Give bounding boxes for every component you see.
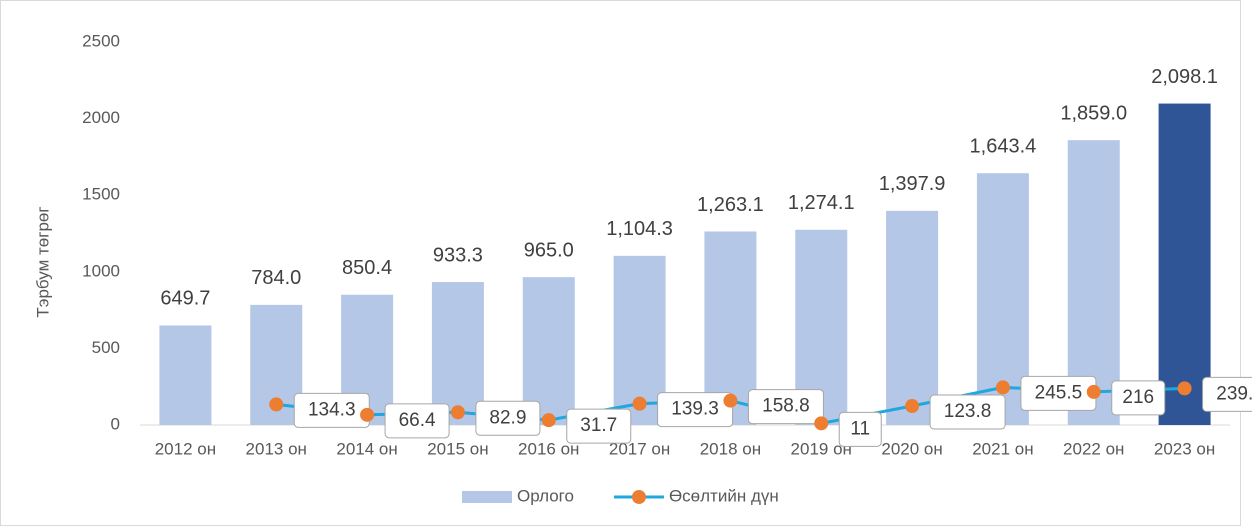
point-value-label: 123.8	[944, 401, 992, 422]
y-tick-label: 2500	[82, 31, 120, 50]
x-tick-label: 2015 он	[427, 439, 488, 458]
line-marker	[905, 399, 920, 414]
bar	[159, 325, 212, 425]
bar-value-label: 649.7	[160, 288, 210, 310]
x-tick-label: 2021 он	[972, 439, 1033, 458]
point-value-label: 239.1	[1216, 383, 1252, 404]
point-value-label: 82.9	[489, 407, 526, 428]
y-axis-label: Тэрбум төгрөг	[33, 206, 52, 317]
line-marker	[723, 393, 738, 408]
line-marker	[1086, 384, 1101, 399]
x-tick-label: 2018 он	[700, 439, 761, 458]
point-label-box	[566, 408, 632, 444]
bar-value-label: 1,263.1	[697, 194, 764, 216]
line-marker	[269, 397, 284, 412]
y-tick-label: 2000	[82, 108, 120, 127]
line-marker	[1177, 381, 1192, 396]
x-tick-label: 2012 он	[155, 439, 216, 458]
x-tick-label: 2022 он	[1063, 439, 1124, 458]
point-label-box	[1202, 376, 1252, 412]
point-label-box	[384, 403, 450, 439]
point-label-box	[1111, 380, 1166, 416]
bar	[522, 277, 575, 425]
x-tick-label: 2014 он	[336, 439, 397, 458]
y-tick-label: 500	[92, 338, 120, 357]
bar-value-label: 1,643.4	[970, 136, 1037, 158]
point-value-label: 216	[1122, 387, 1154, 408]
point-value-label: 245.5	[1035, 382, 1083, 403]
bar	[1158, 103, 1211, 426]
bar-value-label: 2,098.1	[1151, 66, 1218, 88]
point-label-box	[929, 394, 1006, 430]
legend-swatch	[462, 491, 512, 503]
line-marker	[360, 407, 375, 422]
point-value-label: 134.3	[308, 399, 356, 420]
x-tick-label: 2017 он	[609, 439, 670, 458]
bar-value-label: 1,104.3	[606, 218, 673, 240]
bar	[431, 282, 484, 425]
point-value-label: 11	[850, 418, 870, 439]
bar-value-label: 1,859.0	[1060, 102, 1127, 124]
point-label-box	[838, 411, 882, 447]
y-tick-label: 1000	[82, 261, 120, 280]
legend-label: Өсөлтийн дүн	[669, 486, 779, 505]
bar-value-label: 933.3	[433, 244, 483, 266]
x-tick-label: 2016 он	[518, 439, 579, 458]
bar-value-label: 1,397.9	[879, 173, 946, 195]
line-marker	[632, 396, 647, 411]
x-tick-label: 2013 он	[246, 439, 307, 458]
point-label-box	[747, 389, 824, 425]
bar-value-label: 1,274.1	[788, 192, 855, 214]
line-marker	[814, 416, 829, 431]
line-marker	[450, 405, 465, 420]
bar	[886, 210, 939, 425]
point-label-box	[475, 400, 541, 436]
line-marker	[995, 380, 1010, 395]
legend-marker	[631, 490, 646, 504]
bar-value-label: 850.4	[342, 257, 392, 279]
point-value-label: 158.8	[762, 396, 810, 417]
bar-value-label: 784.0	[251, 267, 301, 289]
x-tick-label: 2023 он	[1154, 439, 1215, 458]
point-label-box	[657, 392, 734, 428]
bar-value-label: 965.0	[524, 239, 574, 261]
point-value-label: 31.7	[580, 415, 617, 436]
point-value-label: 66.4	[399, 410, 436, 431]
y-tick-label: 1500	[82, 185, 120, 204]
line-marker	[541, 413, 556, 428]
x-tick-label: 2020 он	[881, 439, 942, 458]
legend-label: Орлого	[517, 486, 574, 505]
point-value-label: 139.3	[671, 399, 719, 420]
y-tick-label: 0	[111, 414, 120, 433]
x-tick-label: 2019 он	[791, 439, 852, 458]
